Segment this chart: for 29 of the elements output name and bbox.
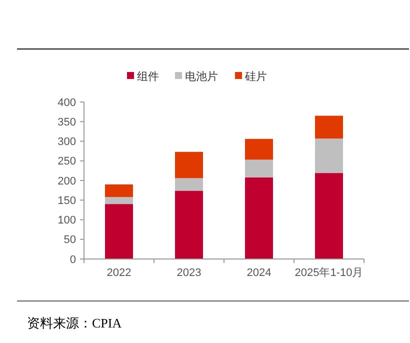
bar: [175, 152, 203, 178]
legend-label: 硅片: [244, 70, 267, 83]
bar: [315, 173, 343, 259]
legend-label: 组件: [137, 70, 159, 83]
bar: [175, 178, 203, 191]
bar: [245, 177, 273, 259]
bar: [175, 190, 203, 259]
x-tick-label: 2024: [246, 267, 272, 279]
bar: [105, 204, 133, 259]
y-tick-label: 250: [58, 156, 76, 168]
bar: [245, 160, 273, 178]
y-tick-label: 50: [64, 234, 76, 246]
y-tick-label: 350: [58, 116, 76, 128]
bar: [315, 116, 343, 139]
y-tick-label: 300: [58, 136, 76, 148]
y-tick-label: 400: [58, 96, 76, 109]
bar: [315, 138, 343, 174]
x-tick-label: 2022: [106, 267, 132, 279]
bar: [105, 184, 133, 197]
bar: [245, 138, 273, 160]
x-tick-label: 2025年1-10月: [294, 267, 364, 279]
text: 资料来源：CPIA: [27, 316, 122, 331]
y-tick-label: 150: [58, 194, 76, 207]
y-tick-label: 200: [58, 175, 76, 188]
bar: [105, 196, 133, 204]
legend-label: 电池片: [185, 70, 218, 83]
x-tick-label: 2023: [176, 267, 202, 279]
y-tick-label: 100: [58, 214, 76, 227]
y-tick-label: 0: [70, 254, 76, 266]
